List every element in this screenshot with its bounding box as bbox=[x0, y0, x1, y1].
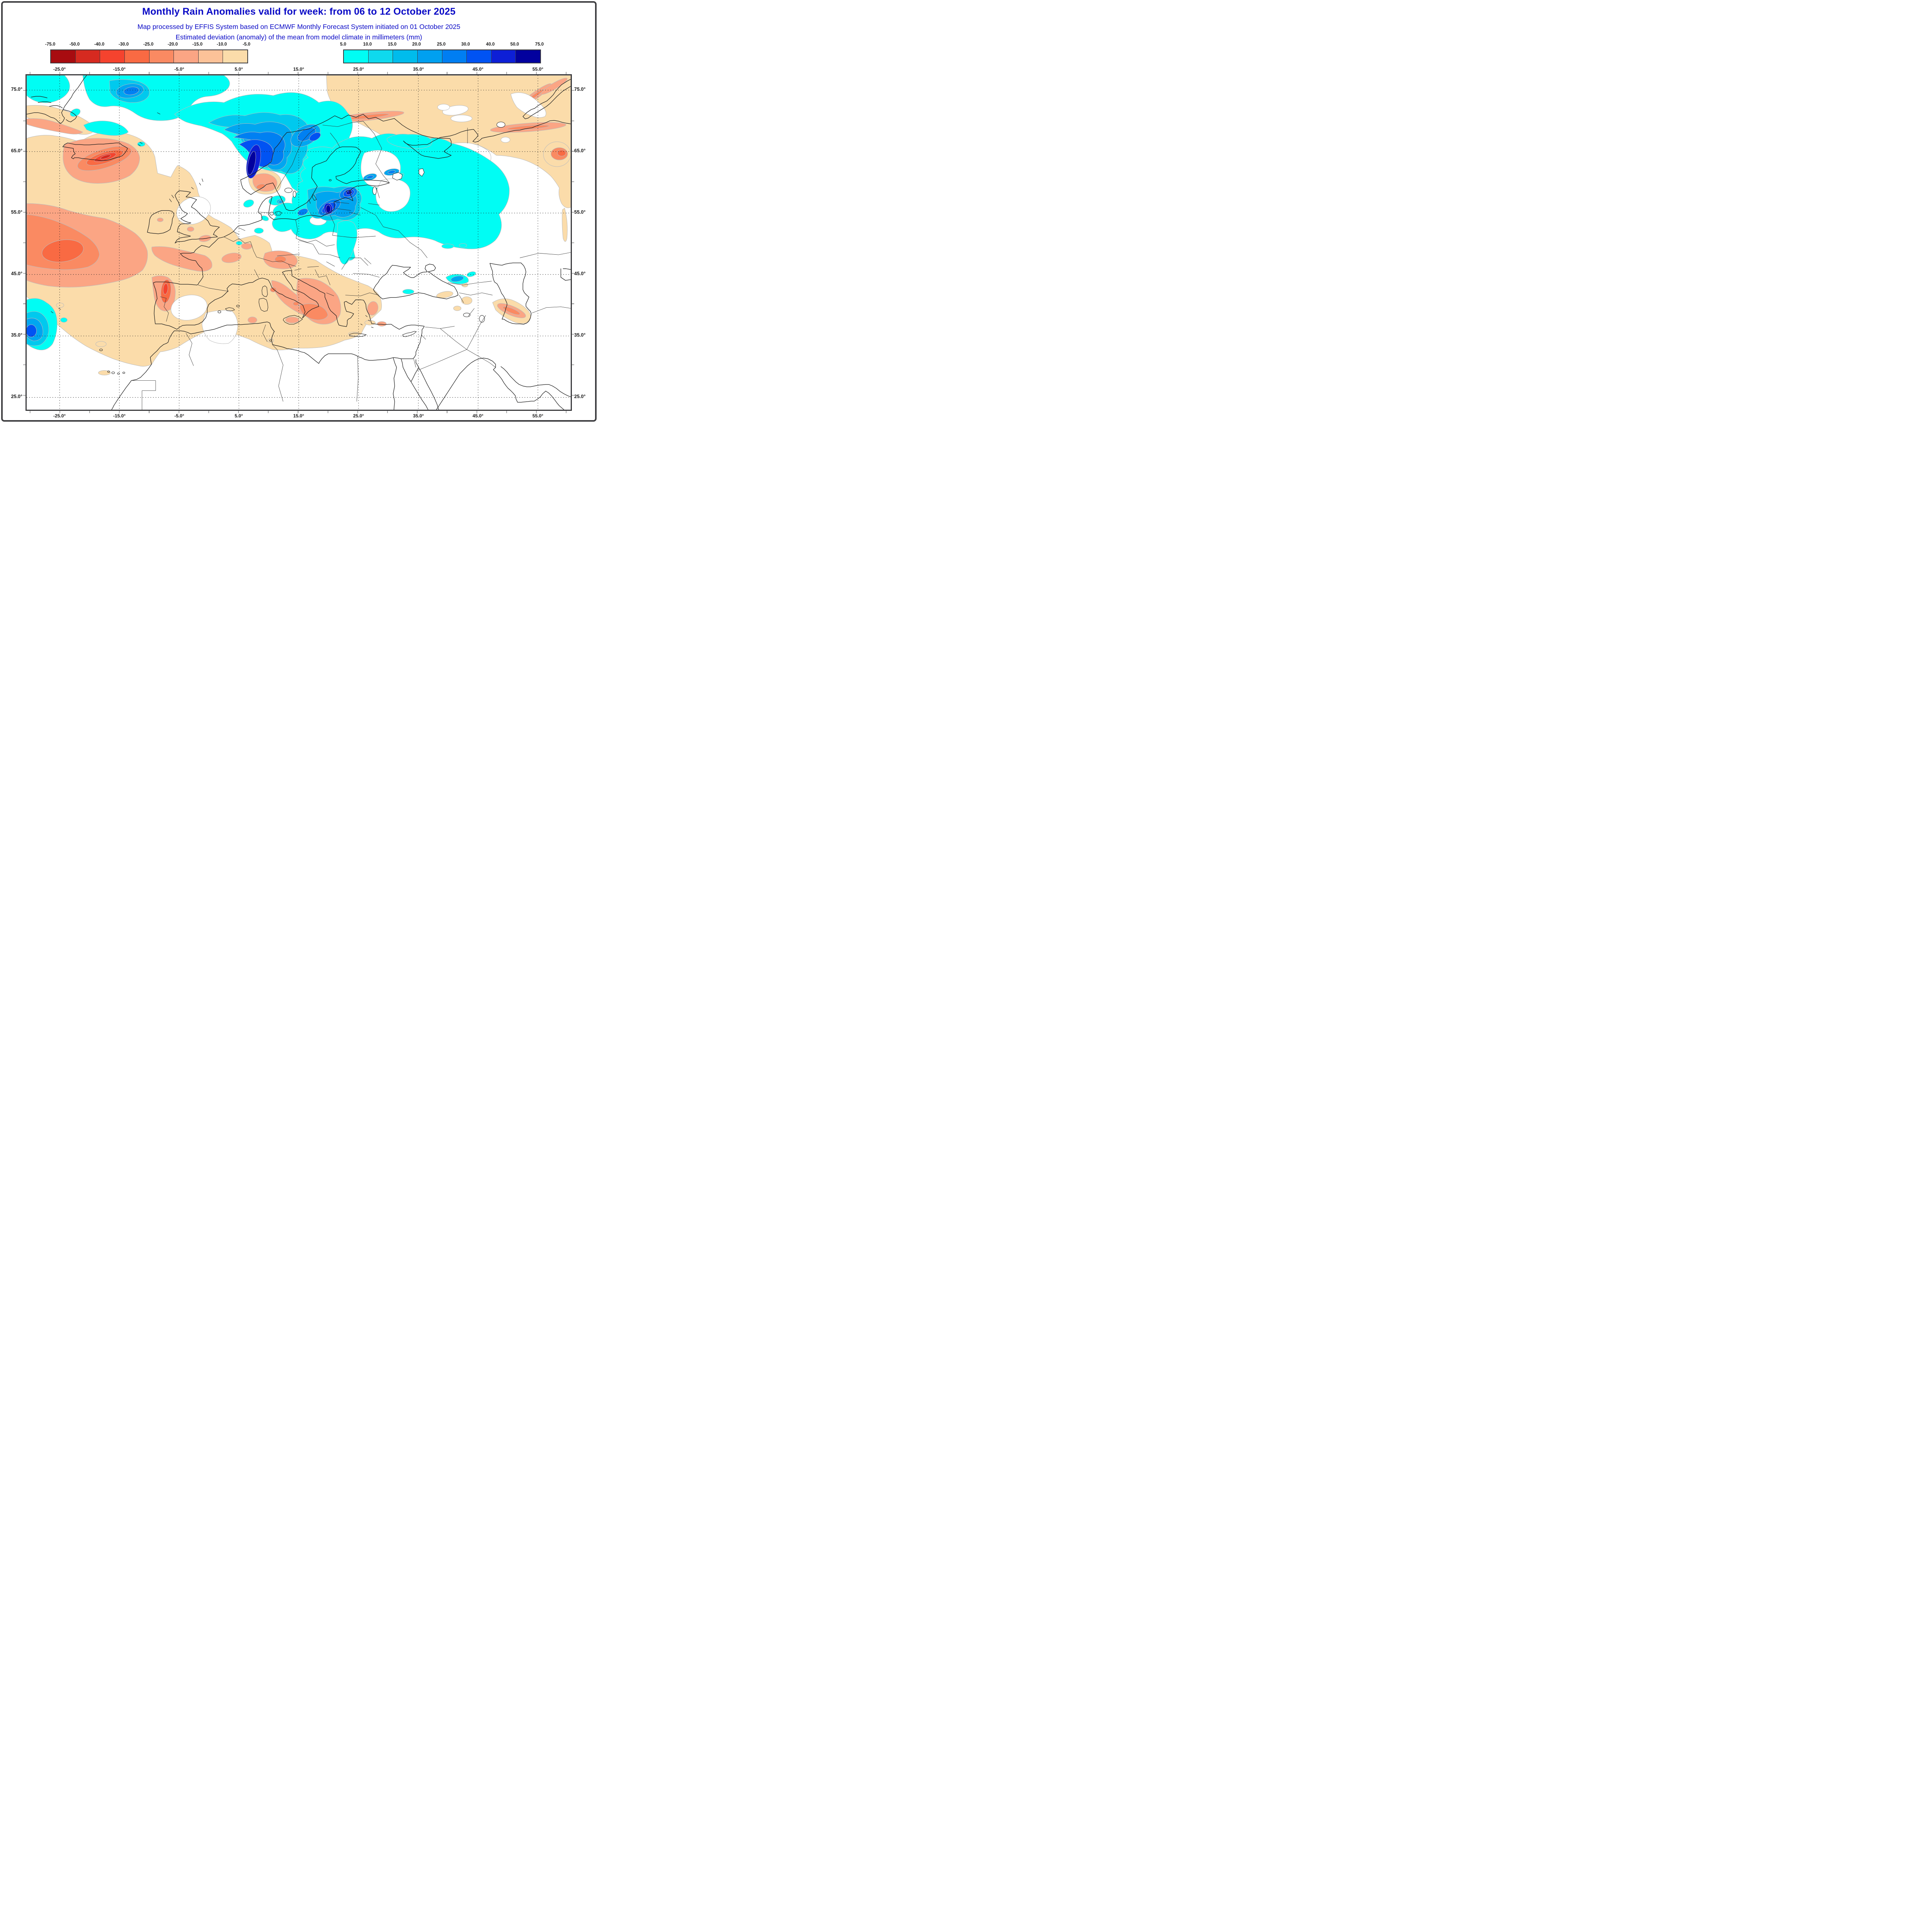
axis-label: 55.0° bbox=[574, 209, 586, 215]
legend-tick: -40.0 bbox=[94, 42, 105, 47]
legend-cell bbox=[442, 50, 467, 63]
legend-cell bbox=[368, 50, 393, 63]
page-subtitle-1: Map processed by EFFIS System based on E… bbox=[137, 23, 461, 31]
legend-cell bbox=[149, 50, 174, 63]
legend-tick: 5.0 bbox=[340, 42, 346, 47]
legend-cell bbox=[174, 50, 199, 63]
legend-cell bbox=[75, 50, 100, 63]
screenshot-root: Monthly Rain Anomalies valid for week: f… bbox=[0, 0, 598, 423]
axis-label: 45.0° bbox=[574, 271, 586, 276]
legend-cell bbox=[100, 50, 125, 63]
page-subtitle-2: Estimated deviation (anomaly) of the mea… bbox=[175, 33, 422, 41]
coastlines bbox=[27, 75, 571, 410]
axis-label: -25.0° bbox=[53, 66, 66, 72]
legend-cell bbox=[393, 50, 418, 63]
legend-tick: -5.0 bbox=[243, 42, 250, 47]
axis-label: 35.0° bbox=[11, 332, 22, 338]
axis-label: 15.0° bbox=[293, 66, 304, 72]
legend-cell bbox=[491, 50, 516, 63]
anomaly-map bbox=[27, 75, 571, 410]
axis-label: 55.0° bbox=[11, 209, 22, 215]
axis-label: 75.0° bbox=[574, 87, 586, 92]
axis-label: 65.0° bbox=[574, 148, 586, 153]
ticks-right bbox=[572, 75, 574, 410]
axis-label: 25.0° bbox=[11, 394, 22, 399]
axis-bottom: -25.0° -15.0° -5.0° 5.0° 15.0° 25.0° 35.… bbox=[0, 413, 598, 419]
axis-label: 45.0° bbox=[472, 413, 484, 419]
axis-label: 5.0° bbox=[235, 413, 243, 419]
legend-cell bbox=[124, 50, 150, 63]
axis-label: 75.0° bbox=[11, 87, 22, 92]
legend-negative-bar bbox=[50, 49, 248, 63]
axis-label: 35.0° bbox=[413, 66, 424, 72]
legend-cell bbox=[344, 50, 369, 63]
axis-label: 55.0° bbox=[532, 413, 544, 419]
legend-cell bbox=[516, 50, 540, 63]
axis-label: 35.0° bbox=[413, 413, 424, 419]
legend-cell bbox=[417, 50, 442, 63]
axis-top: -25.0° -15.0° -5.0° 5.0° 15.0° 25.0° 35.… bbox=[0, 66, 598, 73]
ticks-left bbox=[23, 75, 26, 410]
axis-label: 45.0° bbox=[472, 66, 484, 72]
axis-label: -5.0° bbox=[174, 413, 184, 419]
legend-tick: -50.0 bbox=[69, 42, 80, 47]
legend-cell bbox=[198, 50, 223, 63]
axis-label: 25.0° bbox=[353, 66, 364, 72]
legend-tick: -25.0 bbox=[143, 42, 154, 47]
legend-tick: 75.0 bbox=[535, 42, 544, 47]
axis-label: 25.0° bbox=[574, 394, 586, 399]
legend-cell bbox=[51, 50, 76, 63]
axis-label: 25.0° bbox=[353, 413, 364, 419]
page-title: Monthly Rain Anomalies valid for week: f… bbox=[142, 6, 456, 17]
map-frame bbox=[26, 74, 572, 411]
axis-label: 55.0° bbox=[532, 66, 544, 72]
legend-tick: 40.0 bbox=[486, 42, 495, 47]
legend-tick: 30.0 bbox=[461, 42, 470, 47]
country-borders bbox=[132, 121, 571, 410]
axis-label: -25.0° bbox=[53, 413, 66, 419]
legend-tick: 10.0 bbox=[363, 42, 372, 47]
axis-label: 45.0° bbox=[11, 271, 22, 276]
axis-label: 5.0° bbox=[235, 66, 243, 72]
ticks-bottom bbox=[27, 411, 571, 413]
legend-tick: -15.0 bbox=[192, 42, 203, 47]
legend-positive-bar bbox=[343, 49, 541, 63]
legend-tick: 15.0 bbox=[388, 42, 397, 47]
axis-label: -5.0° bbox=[174, 66, 184, 72]
legend-tick: 50.0 bbox=[510, 42, 519, 47]
axis-label: 15.0° bbox=[293, 413, 304, 419]
legend-cell bbox=[467, 50, 492, 63]
legend-tick: -30.0 bbox=[118, 42, 129, 47]
axis-label: -15.0° bbox=[113, 413, 126, 419]
axis-label: 65.0° bbox=[11, 148, 22, 153]
legend-negative-ticks: -75.0 -50.0 -40.0 -30.0 -25.0 -20.0 -15.… bbox=[0, 42, 598, 48]
ticks-top bbox=[27, 72, 571, 74]
legend-tick: -20.0 bbox=[167, 42, 178, 47]
anomaly-blue-cores bbox=[27, 79, 464, 346]
legend-tick: -75.0 bbox=[45, 42, 56, 47]
axis-label: 35.0° bbox=[574, 332, 586, 338]
legend-tick: -10.0 bbox=[216, 42, 227, 47]
axis-label: -15.0° bbox=[113, 66, 126, 72]
legend-tick: 25.0 bbox=[437, 42, 446, 47]
legend-tick: 20.0 bbox=[412, 42, 421, 47]
legend-cell bbox=[223, 50, 247, 63]
